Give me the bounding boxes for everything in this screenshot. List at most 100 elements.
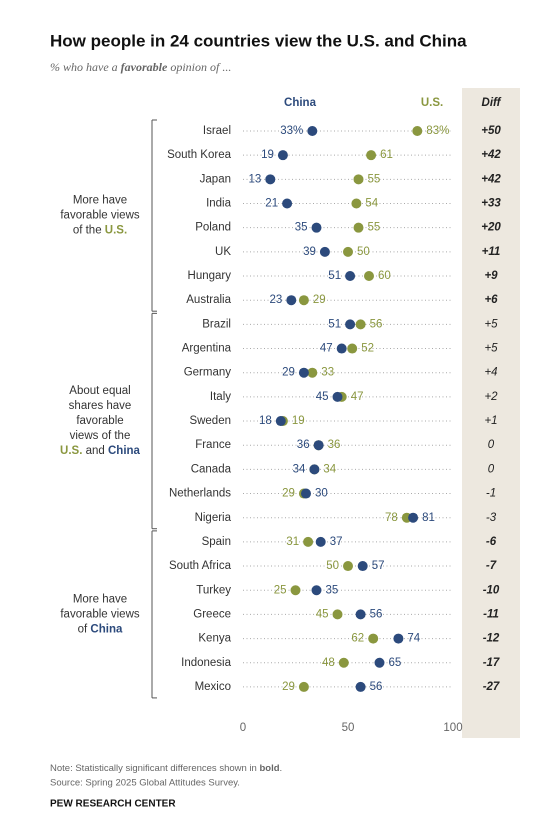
diff-label: -10 [483,584,500,596]
dot [355,681,366,692]
value-label: 55 [368,173,381,185]
group-label: U.S. and China [60,445,141,457]
value-label: 13 [249,173,262,185]
diff-label: +33 [481,198,501,210]
dot [307,367,318,378]
diff-label: -12 [483,633,500,645]
category-label: Japan [200,173,231,185]
category-label: France [195,439,231,451]
group-label: More have [73,593,127,605]
group-label-part: and [82,445,108,457]
note: Note: Statistically significant differen… [50,763,282,774]
value-label: 51 [328,318,341,330]
group-label-part: More have [73,195,127,207]
dot [307,126,318,136]
dot [345,271,356,282]
category-label: Sweden [189,415,231,427]
subtitle-part: favorable [121,60,168,74]
dot [336,343,347,354]
diff-label: -6 [486,536,497,548]
value-label: 56 [370,608,383,620]
dot [368,633,379,644]
category-label: South Africa [169,560,232,572]
dot [311,222,322,233]
value-label: 62 [351,633,364,645]
value-label: 47 [320,343,333,355]
value-label: 37 [330,536,343,548]
value-label: 56 [370,318,383,330]
value-label: 29 [282,367,295,379]
dot [343,246,353,257]
note-part: Note: Statistically significant differen… [50,763,259,774]
group-label: views of the [70,430,131,442]
credit: PEW RESEARCH CENTER [50,799,176,810]
value-label: 74 [407,633,420,645]
dot [290,585,301,596]
value-label: 51 [328,270,341,282]
diff-label: -3 [486,512,497,524]
category-label: Netherlands [169,488,231,500]
dot [345,319,356,330]
dot [301,488,311,499]
x-tick-label: 0 [240,722,246,734]
x-tick-label: 100 [443,722,462,734]
diff-label: +42 [481,149,501,161]
subtitle-part: opinion of ... [167,60,231,74]
diff-label: +5 [484,343,498,355]
dot [275,416,286,427]
group-label: favorable views [60,210,140,222]
category-label: Germany [184,367,232,379]
value-label: 36 [328,439,341,451]
category-label: Greece [193,608,231,620]
category-label: Canada [191,463,232,475]
diff-label: -17 [483,657,500,669]
group-label-part: of the [73,225,105,237]
value-label: 45 [316,391,329,403]
group-label-part: U.S. [105,225,127,237]
category-label: Nigeria [195,512,232,524]
category-label: Kenya [198,633,231,645]
dot [298,367,309,378]
diff-label: +6 [484,294,498,306]
value-label: 52 [361,343,374,355]
value-label: 25 [274,584,287,596]
category-label: Australia [186,294,231,306]
group-label-part: About equal [69,385,130,397]
group-label-part: More have [73,593,127,605]
diff-label: 0 [488,439,495,451]
subtitle-part: % who have a [50,60,121,74]
subtitle: % who have a favorable opinion of ... [50,60,231,74]
value-label: 30 [315,488,328,500]
value-label: 21 [265,198,278,210]
group-label: of the U.S. [73,225,127,237]
dot [311,585,322,596]
dot [265,174,276,185]
category-label: Indonesia [181,657,231,669]
value-label: 81 [422,512,435,524]
category-label: Turkey [196,584,231,596]
diff-label: +5 [484,318,498,330]
dot [298,681,309,692]
value-label: 57 [372,560,385,572]
dot [351,198,362,209]
diff-label: +2 [484,391,498,403]
chart-title: How people in 24 countries view the U.S.… [50,31,467,50]
dot [298,295,309,306]
diff-header: Diff [482,97,502,109]
dot [282,198,293,209]
category-label: Poland [195,222,231,234]
group-label: favorable views [60,608,140,620]
value-label: 60 [378,270,391,282]
category-label: Italy [210,391,231,403]
diff-label: +1 [484,415,497,427]
diff-label: +9 [484,270,498,282]
dot [393,633,404,644]
diff-label: -1 [486,488,496,500]
value-label: 18 [259,415,272,427]
group-label-part: favorable views [60,608,140,620]
dot [309,464,320,475]
diff-label: +42 [481,173,501,185]
value-label: 36 [297,439,310,451]
value-label: 78 [385,512,398,524]
